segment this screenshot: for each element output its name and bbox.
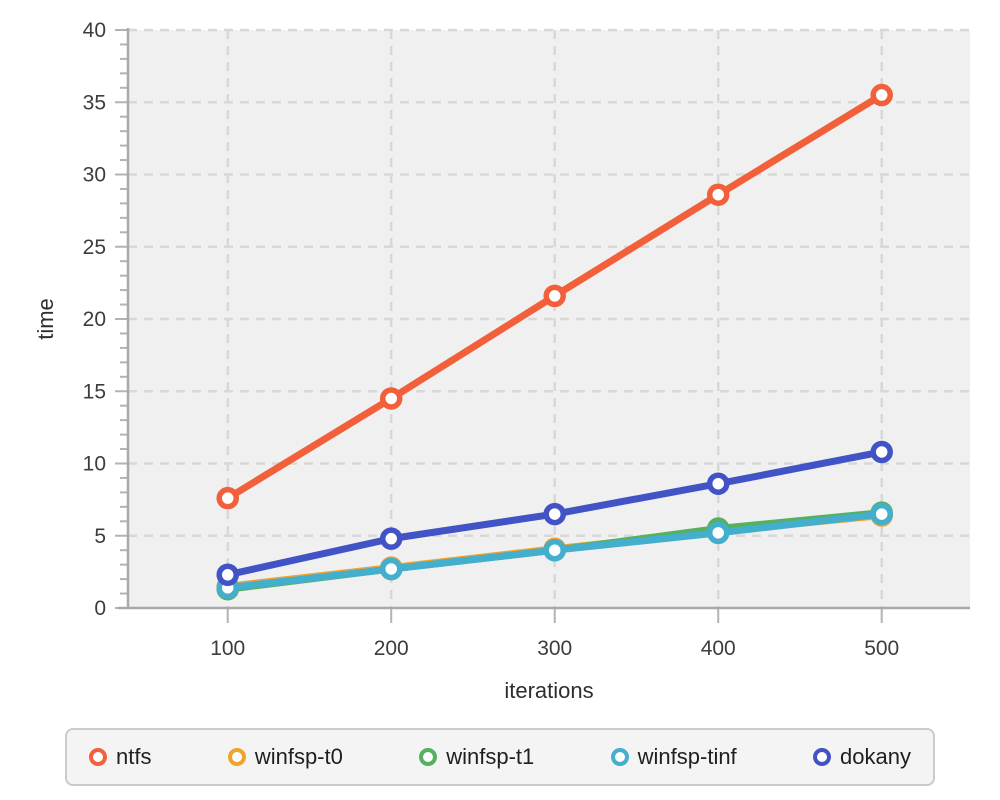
data-point-ntfs-500 <box>870 83 893 107</box>
data-point-dokany-400 <box>706 472 730 495</box>
data-point-dokany-200 <box>379 527 403 550</box>
legend-marker-winfsp-t1 <box>419 748 438 766</box>
plot-area: 0 5 10 15 20 25 30 35 40 100 200 300 400 500 <box>83 19 970 660</box>
x-tick-label-500: 500 <box>864 637 899 660</box>
data-point-ntfs-200 <box>379 387 403 410</box>
data-point-dokany-100 <box>216 563 239 587</box>
legend-marker-winfsp-tinf <box>610 748 629 766</box>
data-point-winfsp-tinf-200 <box>379 557 403 581</box>
legend-item-winfsp-t0[interactable]: winfsp-t0 <box>227 744 343 770</box>
x-tick-label-200: 200 <box>374 637 409 660</box>
data-point-ntfs-300 <box>543 284 566 308</box>
chart-legend: ntfs winfsp-t0 winfsp-t1 winfsp-tinf dokany <box>65 728 935 786</box>
legend-marker-ntfs <box>89 748 107 766</box>
data-point-dokany-500 <box>870 440 893 464</box>
data-point-winfsp-tinf-300 <box>543 538 566 562</box>
y-tick-label-15: 15 <box>83 380 106 403</box>
data-point-winfsp-tinf-400 <box>706 521 730 545</box>
legend-label: ntfs <box>116 744 152 769</box>
x-tick-label-400: 400 <box>701 637 736 660</box>
y-tick-label-30: 30 <box>83 164 106 187</box>
y-tick-label-35: 35 <box>83 91 106 114</box>
legend-label: winfsp-t1 <box>446 744 535 769</box>
data-point-ntfs-400 <box>706 183 730 206</box>
legend-item-winfsp-t1[interactable]: winfsp-t1 <box>419 744 534 770</box>
x-tick-label-100: 100 <box>210 637 245 660</box>
y-tick-label-40: 40 <box>83 19 106 42</box>
data-point-ntfs-100 <box>216 486 239 510</box>
legend-marker-winfsp-t0 <box>227 748 246 766</box>
y-tick-label-0: 0 <box>94 597 106 620</box>
legend-item-winfsp-tinf[interactable]: winfsp-tinf <box>610 744 737 770</box>
legend-item-dokany[interactable]: dokany <box>813 744 911 770</box>
legend-label: dokany <box>840 744 911 769</box>
data-point-dokany-300 <box>543 502 566 526</box>
y-tick-label-25: 25 <box>83 236 106 259</box>
x-axis-title: iterations <box>504 678 594 703</box>
legend-item-ntfs[interactable]: ntfs <box>89 744 151 770</box>
legend-marker-dokany <box>813 748 832 766</box>
y-axis-title: time <box>33 298 58 340</box>
data-point-winfsp-tinf-500 <box>870 502 893 526</box>
legend-label: winfsp-t0 <box>254 744 343 769</box>
y-tick-label-20: 20 <box>83 308 106 331</box>
y-tick-label-10: 10 <box>83 453 106 476</box>
legend-label: winfsp-tinf <box>637 744 737 769</box>
y-tick-label-5: 5 <box>94 525 106 548</box>
x-tick-label-300: 300 <box>537 637 572 660</box>
